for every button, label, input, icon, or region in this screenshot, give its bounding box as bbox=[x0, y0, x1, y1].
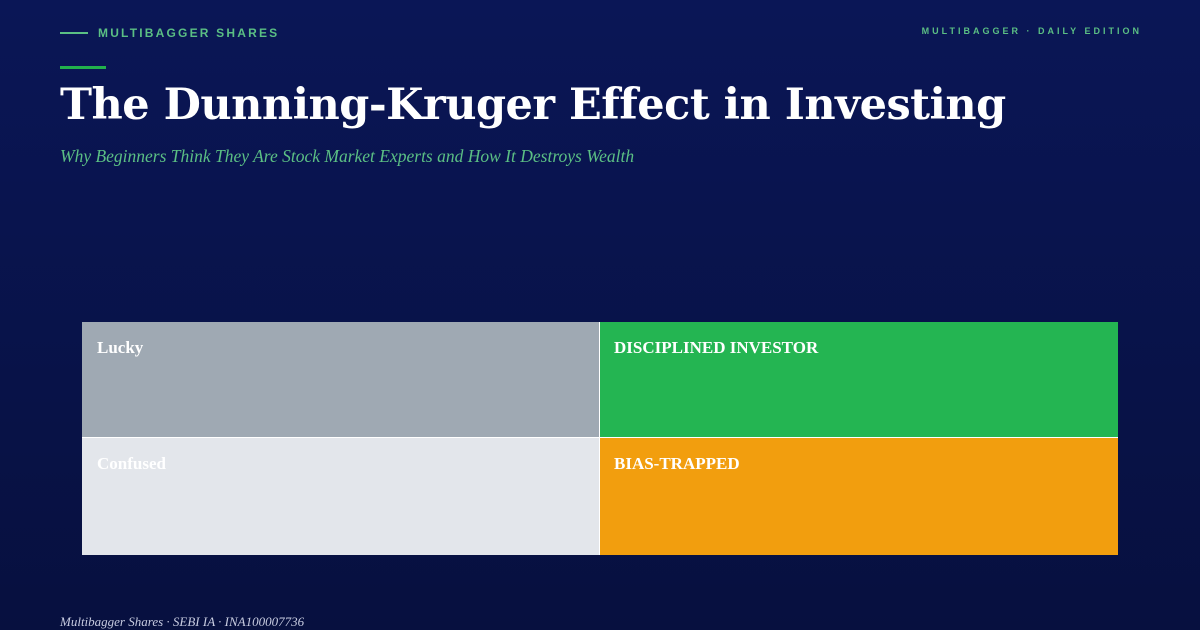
quadrant-disciplined-investor: DISCIPLINED INVESTOR bbox=[600, 322, 1118, 438]
footer-disclaimer: Multibagger Shares · SEBI IA · INA100007… bbox=[60, 614, 305, 629]
title-accent-bar bbox=[60, 66, 106, 69]
brand-name: MULTIBAGGER SHARES bbox=[98, 26, 280, 40]
quadrant-lucky: Lucky bbox=[82, 322, 600, 438]
quadrant-bias-trapped: BIAS-TRAPPED bbox=[600, 438, 1118, 555]
quadrant-confused: Confused bbox=[82, 438, 600, 555]
quadrant-matrix: Lucky DISCIPLINED INVESTOR Confused BIAS… bbox=[82, 322, 1118, 555]
page-title: The Dunning-Kruger Effect in Investing bbox=[60, 80, 1006, 130]
page-subtitle: Why Beginners Think They Are Stock Marke… bbox=[60, 146, 635, 166]
brand-line-divider bbox=[60, 32, 88, 34]
brand-header: MULTIBAGGER SHARES bbox=[60, 26, 279, 40]
edition-label: MULTIBAGGER · DAILY EDITION bbox=[921, 26, 1142, 36]
